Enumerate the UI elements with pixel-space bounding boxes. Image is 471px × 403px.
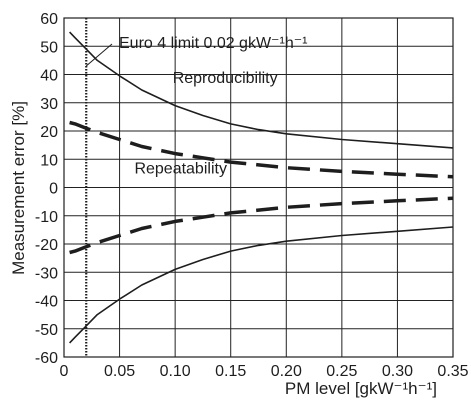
- y-tick-label: 40: [40, 68, 58, 85]
- x-tick-label: 0.05: [104, 363, 135, 380]
- y-tick-label: 0: [49, 181, 58, 198]
- limit-line-label: Euro 4 limit 0.02 gkW⁻¹h⁻¹: [119, 35, 308, 52]
- x-tick-label: 0.20: [271, 363, 302, 380]
- y-tick-label: -20: [35, 237, 58, 254]
- repeatability-annotation: Repeatability: [134, 160, 227, 177]
- y-tick-label: -60: [35, 350, 58, 367]
- y-tick-label: -10: [35, 209, 58, 226]
- plot-frame: [63, 17, 454, 358]
- annotations: Euro 4 limit 0.02 gkW⁻¹h⁻¹ Reproducibili…: [119, 35, 308, 177]
- grid: [64, 18, 453, 357]
- reproducibility-lower-line: [69, 226, 454, 344]
- y-tick-label: 30: [40, 96, 58, 113]
- x-tick-label: 0.10: [160, 363, 191, 380]
- repeatability-lower-line: [69, 196, 454, 255]
- x-tick-label: 0.15: [215, 363, 246, 380]
- limit-line-layer: [85, 18, 113, 357]
- plot-frame-rect: [63, 17, 454, 358]
- y-tick-label: 20: [40, 124, 58, 141]
- y-tick-label: -50: [35, 322, 58, 339]
- x-tick-label: 0.30: [382, 363, 413, 380]
- reproducibility-annotation: Reproducibility: [173, 70, 278, 87]
- x-tick-labels: 0 0.05 0.10 0.15 0.20 0.25 0.30 0.35: [60, 363, 469, 380]
- y-tick-labels: 60 50 40 30 20 10 0 -10 -20 -30 -40 -50 -60: [35, 11, 58, 367]
- y-tick-label: -30: [35, 265, 58, 282]
- y-tick-label: 50: [40, 39, 58, 56]
- y-tick-label: 60: [40, 11, 58, 28]
- y-axis-title: Measurement error [%]: [9, 101, 28, 275]
- x-axis-title: PM level [gkW⁻¹h⁻¹]: [285, 379, 437, 398]
- x-tick-label: 0.35: [437, 363, 468, 380]
- x-tick-label: 0: [60, 363, 69, 380]
- x-tick-label: 0.25: [326, 363, 357, 380]
- series-layer: [69, 31, 454, 344]
- reproducibility-upper-line: [69, 31, 454, 149]
- y-tick-label: -40: [35, 294, 58, 311]
- limit-label-leader: [85, 43, 113, 67]
- y-tick-label: 10: [40, 152, 58, 169]
- repeatability-upper-line: [69, 120, 454, 179]
